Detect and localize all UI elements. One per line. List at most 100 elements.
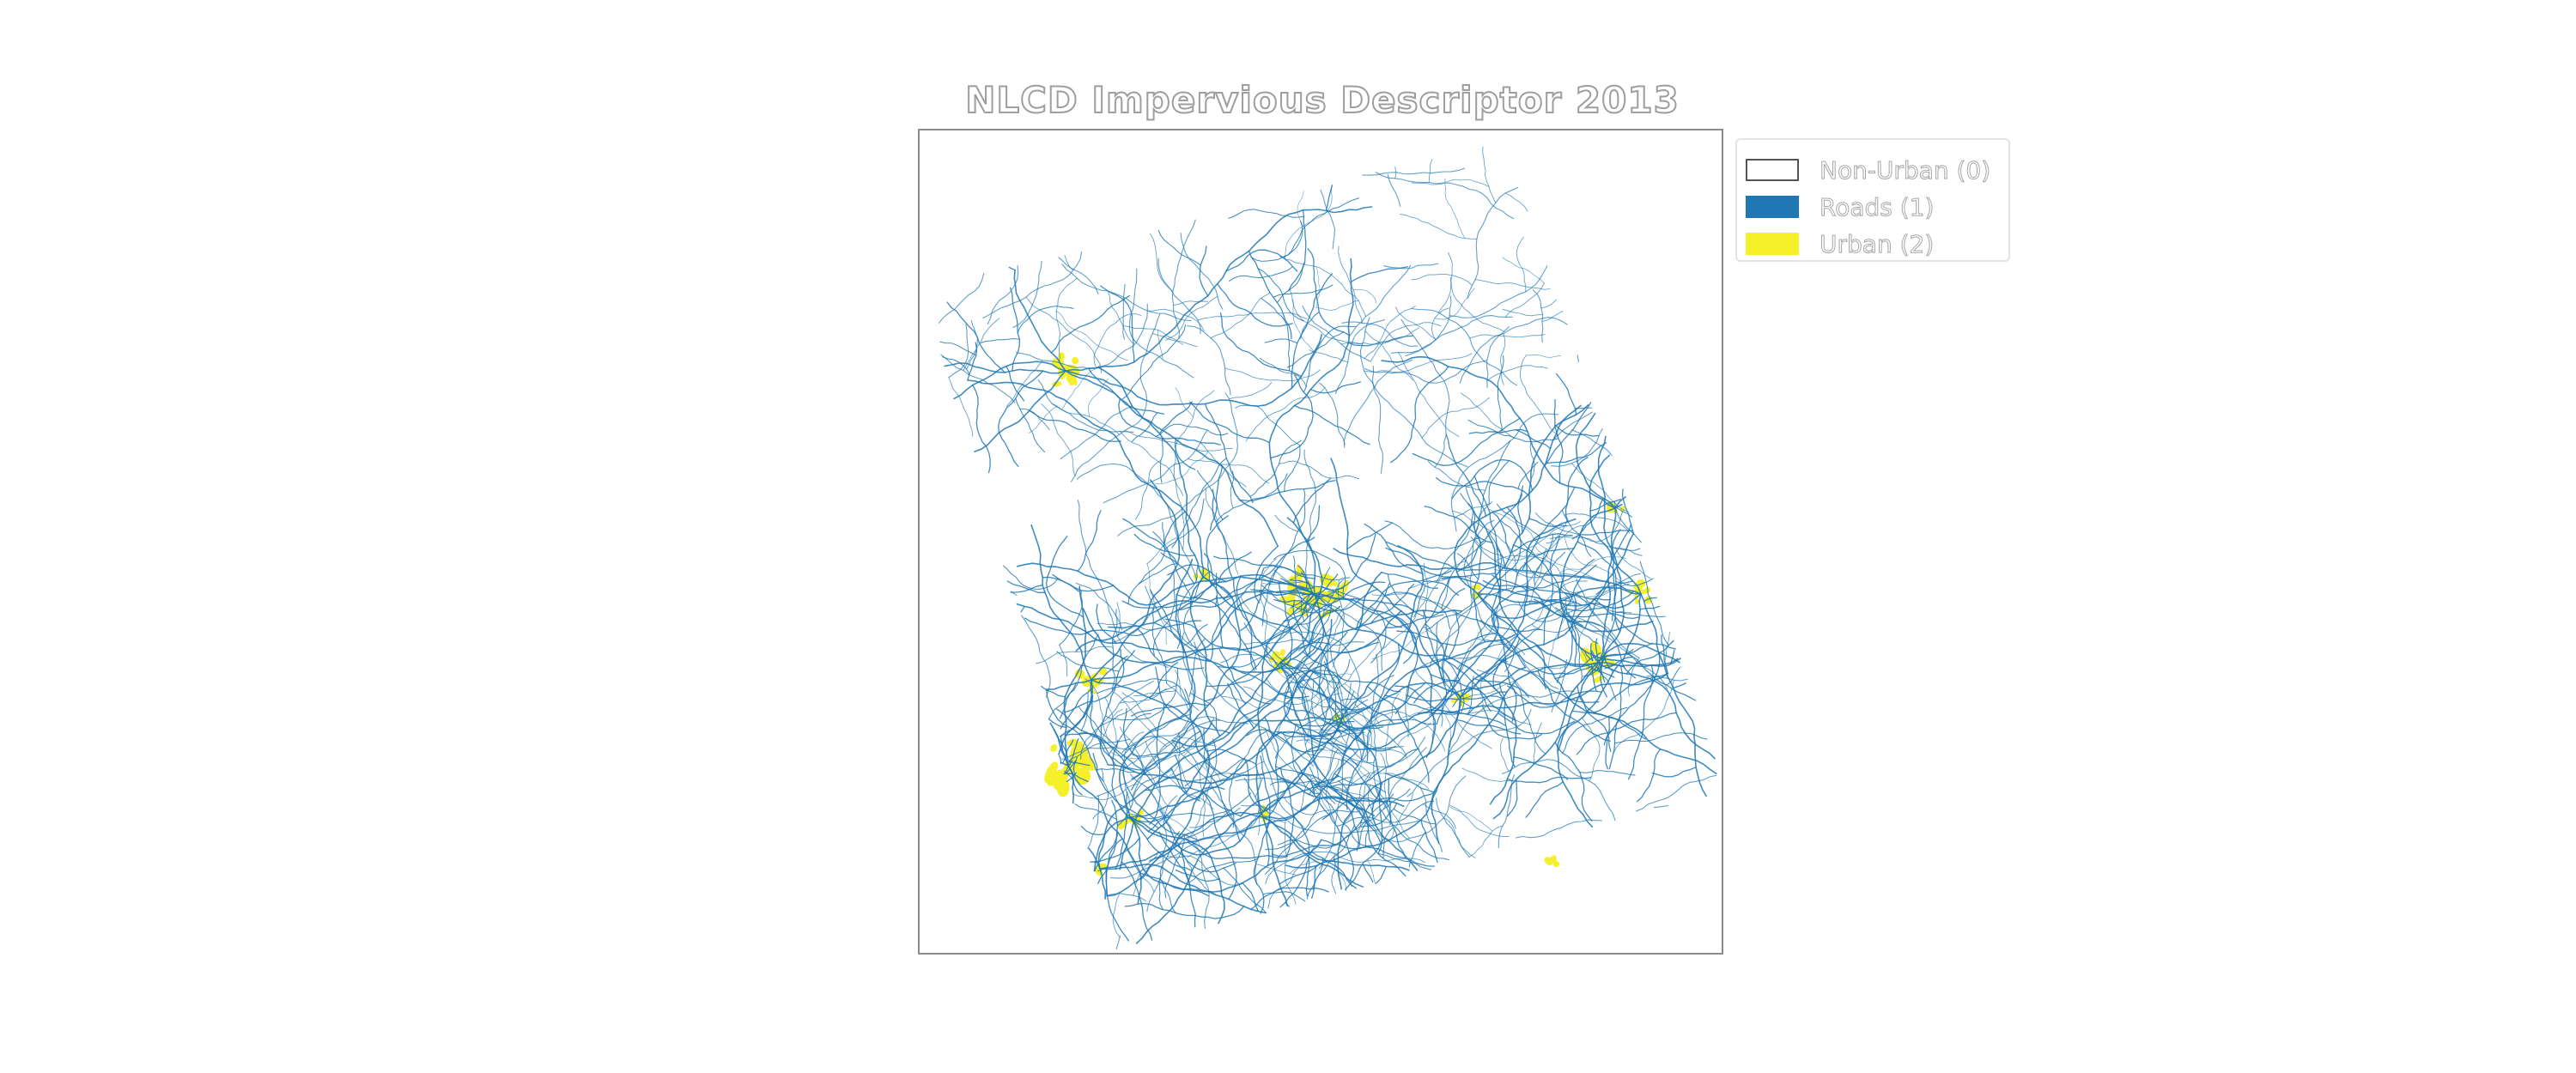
road-segment — [1344, 683, 1380, 725]
road-segment — [1481, 506, 1522, 602]
road-segment — [1615, 548, 1651, 579]
road-segment — [1287, 587, 1314, 592]
road-segment — [1310, 680, 1426, 768]
urban-patch — [1319, 573, 1335, 587]
road-segment — [1370, 606, 1387, 664]
road-segment — [1453, 404, 1582, 595]
road-segment — [1105, 893, 1146, 902]
road-segment — [1260, 558, 1277, 658]
road-segment — [1532, 289, 1544, 343]
road-segment — [1209, 465, 1224, 530]
road-segment — [1467, 691, 1508, 715]
road-segment — [1646, 676, 1688, 682]
road-segment — [1264, 728, 1311, 777]
road-segment — [1346, 522, 1394, 550]
road-segment — [1138, 562, 1178, 585]
road-segment — [1117, 392, 1238, 536]
road-segment — [1277, 778, 1321, 802]
road-segment — [1341, 758, 1383, 803]
road-segment — [1510, 548, 1575, 594]
road-segment — [1077, 510, 1102, 572]
road-segment — [1131, 576, 1242, 780]
road-segment — [1070, 313, 1161, 482]
road-segment — [1370, 322, 1442, 362]
road-segment — [1500, 333, 1506, 385]
road-segment — [1282, 731, 1344, 762]
road-segment — [1015, 397, 1046, 453]
road-segment — [1122, 284, 1126, 340]
road-segment — [1476, 638, 1526, 656]
road-segment — [1158, 877, 1176, 914]
road-segment — [1325, 185, 1334, 212]
road-segment — [1115, 935, 1121, 950]
road-segment — [1265, 809, 1360, 851]
road-segment — [1204, 403, 1254, 504]
road-segment — [1486, 326, 1510, 388]
road-segment — [1122, 766, 1198, 840]
road-segment — [1284, 579, 1345, 701]
road-segment — [1121, 324, 1187, 401]
road-segment — [1358, 793, 1394, 849]
road-segment — [1492, 559, 1595, 613]
road-segment — [1274, 514, 1298, 532]
road-segment — [1201, 790, 1237, 900]
road-segment — [1204, 768, 1251, 778]
road-segment — [1502, 308, 1544, 317]
road-segment — [1016, 303, 1148, 370]
road-segment — [1346, 727, 1365, 810]
road-segment — [967, 342, 978, 381]
road-segment — [1114, 692, 1168, 748]
road-segment — [1513, 756, 1569, 780]
legend-item-non-urban: Non-Urban (0) — [1746, 155, 1991, 185]
road-segment — [1055, 277, 1078, 364]
road-segment — [1223, 867, 1267, 913]
road-segment — [1267, 645, 1321, 700]
road-segment — [1441, 612, 1498, 727]
road-segment — [1182, 746, 1206, 840]
road-segment — [1258, 811, 1286, 824]
road-segment — [1306, 722, 1350, 741]
road-segment — [1523, 598, 1583, 607]
road-segment — [1112, 893, 1121, 938]
road-segment — [1261, 297, 1291, 372]
legend-item-roads: Roads (1) — [1746, 192, 1935, 221]
road-segment — [1163, 511, 1186, 545]
road-segment — [1552, 411, 1593, 441]
road-segment — [1092, 768, 1109, 820]
road-segment — [1151, 607, 1168, 684]
road-segment — [1279, 460, 1360, 480]
road-segment — [1194, 641, 1314, 767]
road-segment — [1512, 544, 1583, 627]
road-segment — [1579, 530, 1633, 536]
road-segment — [1397, 352, 1460, 437]
road-segment — [1158, 831, 1181, 911]
road-segment — [1555, 373, 1577, 415]
road-segment — [1157, 229, 1201, 266]
road-segment — [1174, 439, 1196, 470]
road-segment — [1085, 620, 1202, 637]
road-segment — [1666, 666, 1681, 686]
road-segment — [1228, 759, 1245, 828]
road-segment — [1327, 700, 1347, 744]
road-segment — [1309, 728, 1370, 738]
road-segment — [1383, 263, 1439, 270]
road-segment — [1449, 265, 1548, 318]
urban-patch — [1279, 649, 1285, 656]
road-segment — [1349, 880, 1352, 888]
road-segment — [1067, 765, 1142, 905]
road-segment — [1119, 662, 1281, 870]
road-segment — [1275, 766, 1336, 804]
road-segment — [1350, 266, 1408, 282]
road-segment — [1077, 499, 1169, 669]
road-segment — [1577, 355, 1579, 363]
road-segment — [1264, 338, 1298, 344]
road-segment — [1118, 397, 1221, 446]
road-segment — [1010, 591, 1018, 596]
road-segment — [1534, 545, 1609, 582]
road-segment — [1516, 236, 1527, 293]
road-segment — [1220, 695, 1261, 710]
road-segment — [1488, 460, 1510, 505]
road-segment — [1144, 785, 1242, 817]
road-segment — [1358, 768, 1380, 833]
road-segment — [1058, 755, 1061, 765]
